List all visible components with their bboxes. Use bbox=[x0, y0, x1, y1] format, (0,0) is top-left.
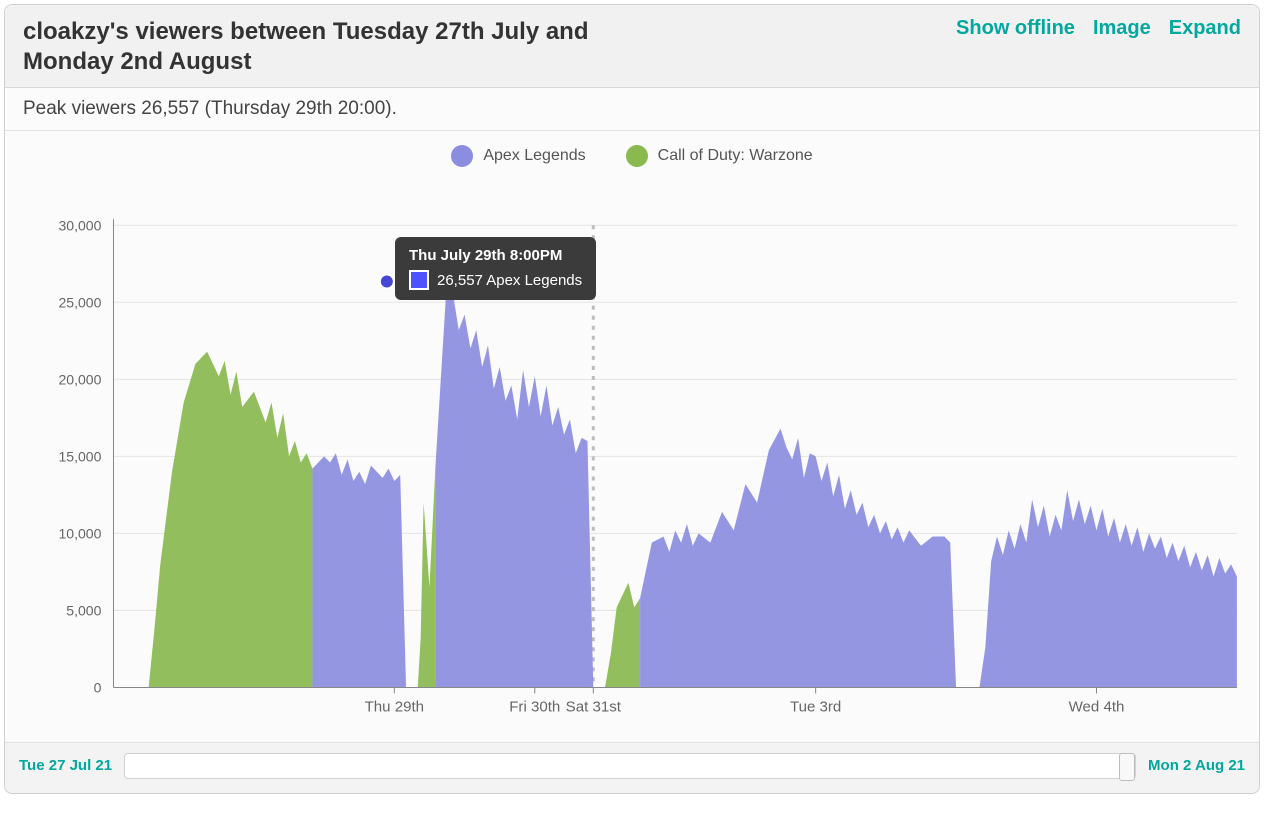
legend-label: Call of Duty: Warzone bbox=[658, 147, 813, 165]
svg-text:Wed 4th: Wed 4th bbox=[1069, 699, 1125, 716]
range-bar: Tue 27 Jul 21 Mon 2 Aug 21 bbox=[5, 742, 1259, 793]
tooltip-swatch bbox=[409, 270, 429, 290]
svg-text:Tue 3rd: Tue 3rd bbox=[790, 699, 841, 716]
chart-container: Apex LegendsCall of Duty: Warzone SullyG… bbox=[5, 131, 1259, 742]
chart-tooltip: Thu July 29th 8:00PM 26,557 Apex Legends bbox=[395, 237, 596, 300]
range-slider[interactable] bbox=[124, 753, 1136, 779]
legend-item[interactable]: Call of Duty: Warzone bbox=[626, 145, 813, 167]
legend-label: Apex Legends bbox=[483, 147, 585, 165]
expand-link[interactable]: Expand bbox=[1169, 17, 1241, 40]
svg-text:Thu 29th: Thu 29th bbox=[365, 699, 424, 716]
svg-text:Fri 30th: Fri 30th bbox=[509, 699, 560, 716]
legend-item[interactable]: Apex Legends bbox=[451, 145, 585, 167]
svg-text:25,000: 25,000 bbox=[58, 294, 101, 310]
chart-legend: Apex Legends Call of Duty: Warzone bbox=[13, 139, 1251, 175]
card-header: cloakzy's viewers between Tuesday 27th J… bbox=[5, 5, 1259, 88]
range-start-label: Tue 27 Jul 21 bbox=[19, 757, 112, 774]
svg-text:30,000: 30,000 bbox=[58, 217, 101, 233]
svg-text:0: 0 bbox=[94, 680, 102, 696]
legend-swatch bbox=[626, 145, 648, 167]
svg-text:15,000: 15,000 bbox=[58, 448, 101, 464]
range-end-label: Mon 2 Aug 21 bbox=[1148, 757, 1245, 774]
svg-text:Sat 31st: Sat 31st bbox=[566, 699, 622, 716]
svg-text:5,000: 5,000 bbox=[66, 602, 101, 618]
tooltip-value: 26,557 Apex Legends bbox=[437, 272, 582, 289]
svg-text:10,000: 10,000 bbox=[58, 525, 101, 541]
viewers-chart[interactable]: 0 5,000 10,000 15,000 20,000 25,000 30,000 Thu … bbox=[13, 175, 1251, 738]
show-offline-link[interactable]: Show offline bbox=[956, 17, 1075, 40]
header-actions: Show offline Image Expand bbox=[956, 17, 1241, 40]
peak-summary: Peak viewers 26,557 (Thursday 29th 20:00… bbox=[5, 88, 1259, 131]
range-handle[interactable] bbox=[1119, 753, 1135, 781]
image-link[interactable]: Image bbox=[1093, 17, 1151, 40]
viewers-card: cloakzy's viewers between Tuesday 27th J… bbox=[4, 4, 1260, 794]
tooltip-title: Thu July 29th 8:00PM bbox=[409, 247, 582, 264]
svg-text:20,000: 20,000 bbox=[58, 371, 101, 387]
legend-swatch bbox=[451, 145, 473, 167]
card-title: cloakzy's viewers between Tuesday 27th J… bbox=[23, 17, 643, 77]
